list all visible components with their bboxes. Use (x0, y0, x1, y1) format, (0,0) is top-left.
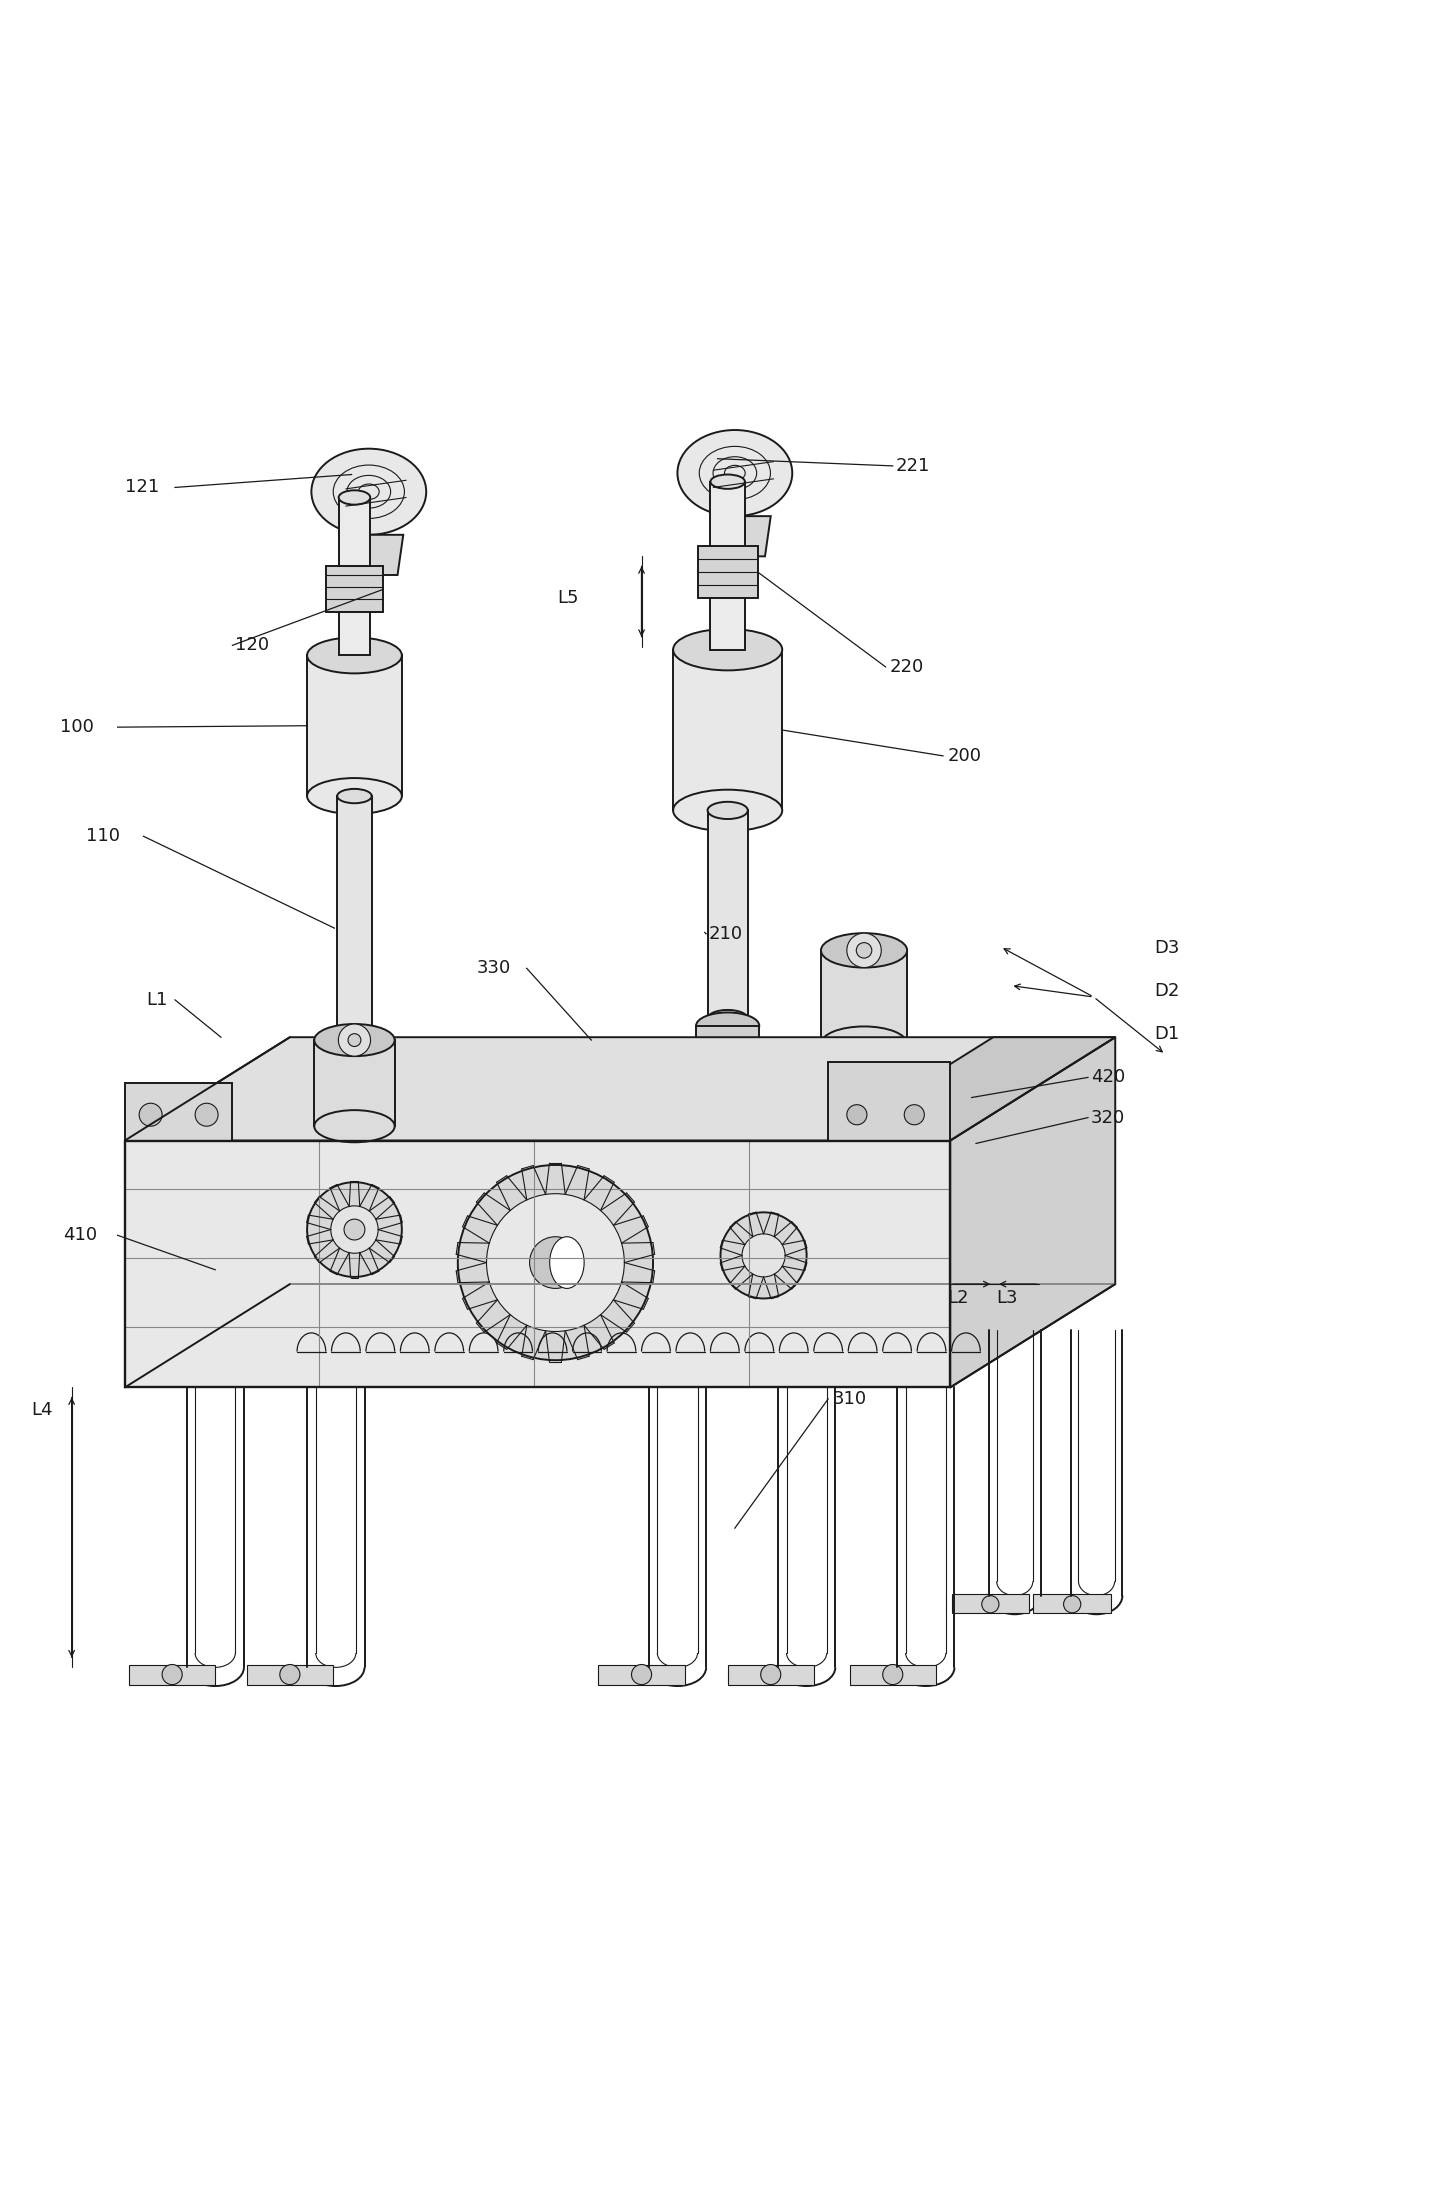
Polygon shape (125, 1082, 232, 1141)
Ellipse shape (314, 1025, 395, 1056)
Bar (821, 950, 906, 1043)
Polygon shape (352, 536, 403, 575)
Bar (326, 566, 383, 612)
Text: 330: 330 (477, 959, 510, 977)
Text: 210: 210 (709, 924, 744, 944)
Ellipse shape (307, 637, 402, 674)
Bar (710, 481, 745, 547)
Ellipse shape (326, 1036, 383, 1060)
Circle shape (344, 1218, 365, 1240)
Text: 420: 420 (1091, 1069, 1125, 1087)
Ellipse shape (337, 1036, 372, 1049)
Text: 110: 110 (86, 828, 120, 845)
Text: 220: 220 (891, 658, 924, 676)
Bar (130, 1664, 215, 1684)
Text: 320: 320 (1091, 1108, 1125, 1126)
Text: L1: L1 (147, 990, 167, 1010)
Bar (307, 656, 402, 797)
Ellipse shape (673, 790, 782, 832)
Bar (710, 597, 745, 650)
Bar (1033, 1594, 1111, 1613)
Polygon shape (719, 516, 771, 555)
Ellipse shape (710, 474, 745, 489)
Bar (696, 1025, 759, 1058)
Bar (728, 1664, 814, 1684)
Text: L2: L2 (947, 1288, 968, 1308)
Circle shape (458, 1166, 653, 1361)
Circle shape (331, 1205, 378, 1253)
Ellipse shape (673, 630, 782, 669)
Ellipse shape (307, 777, 402, 814)
Circle shape (195, 1104, 218, 1126)
Text: 221: 221 (896, 457, 929, 474)
Polygon shape (950, 1038, 1115, 1387)
Text: 410: 410 (63, 1227, 97, 1245)
Circle shape (847, 1104, 867, 1124)
Text: 120: 120 (235, 637, 269, 654)
Circle shape (339, 1025, 370, 1056)
Bar (326, 1047, 383, 1073)
Circle shape (280, 1664, 300, 1684)
Bar (598, 1664, 684, 1684)
Text: 100: 100 (61, 718, 94, 735)
Ellipse shape (696, 1012, 759, 1038)
Bar (246, 1664, 333, 1684)
Bar (673, 650, 782, 810)
Text: L3: L3 (996, 1288, 1017, 1308)
Polygon shape (829, 1062, 950, 1141)
Text: D1: D1 (1154, 1025, 1179, 1043)
Circle shape (140, 1104, 161, 1126)
Bar (951, 1594, 1029, 1613)
Text: 200: 200 (947, 746, 981, 764)
Ellipse shape (696, 1045, 759, 1071)
Circle shape (856, 942, 872, 959)
Ellipse shape (708, 801, 748, 819)
Bar (850, 1664, 935, 1684)
Text: D2: D2 (1154, 983, 1179, 1001)
Ellipse shape (821, 933, 906, 968)
Circle shape (742, 1234, 785, 1277)
Ellipse shape (337, 788, 372, 803)
Ellipse shape (549, 1236, 584, 1288)
Circle shape (307, 1183, 402, 1277)
Circle shape (847, 933, 882, 968)
Bar (339, 498, 370, 566)
Text: D3: D3 (1154, 939, 1179, 957)
Circle shape (1063, 1596, 1081, 1613)
Circle shape (487, 1194, 624, 1332)
Circle shape (883, 1664, 904, 1684)
Text: L5: L5 (556, 588, 578, 608)
Bar (337, 797, 372, 1043)
Bar (697, 547, 758, 597)
Text: 310: 310 (833, 1389, 866, 1407)
Circle shape (349, 1034, 360, 1047)
Polygon shape (125, 1038, 1115, 1141)
Circle shape (530, 1236, 581, 1288)
Ellipse shape (821, 1027, 906, 1060)
Ellipse shape (339, 489, 370, 505)
Ellipse shape (314, 1111, 395, 1141)
Ellipse shape (708, 1010, 748, 1027)
Circle shape (161, 1664, 182, 1684)
Ellipse shape (326, 1060, 383, 1084)
Bar (708, 810, 748, 1018)
Ellipse shape (311, 448, 427, 536)
Circle shape (720, 1212, 807, 1299)
Text: L4: L4 (32, 1400, 53, 1420)
Polygon shape (125, 1141, 950, 1387)
Circle shape (761, 1664, 781, 1684)
Circle shape (981, 1596, 999, 1613)
Ellipse shape (677, 430, 793, 516)
Bar (339, 612, 370, 656)
Text: 121: 121 (125, 479, 159, 496)
Polygon shape (829, 1038, 1115, 1141)
Bar (314, 1040, 395, 1126)
Circle shape (631, 1664, 651, 1684)
Circle shape (905, 1104, 924, 1124)
